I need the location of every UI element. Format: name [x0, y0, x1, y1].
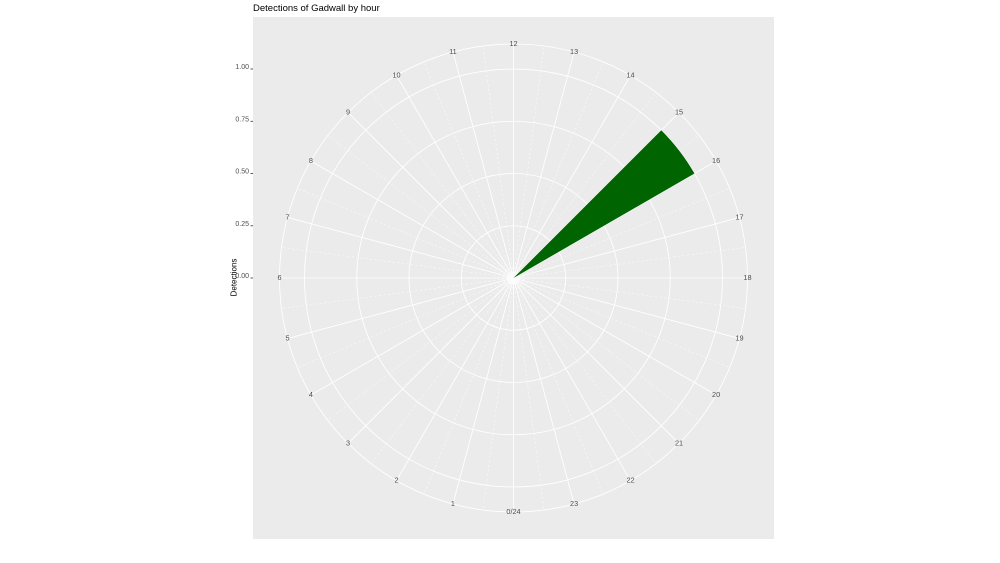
svg-text:10: 10 — [392, 70, 400, 79]
svg-text:2: 2 — [394, 476, 398, 485]
svg-text:12: 12 — [509, 39, 517, 48]
svg-text:23: 23 — [570, 499, 578, 508]
svg-text:22: 22 — [626, 476, 634, 485]
svg-text:0.25: 0.25 — [235, 221, 249, 228]
svg-text:14: 14 — [626, 70, 634, 79]
svg-text:11: 11 — [449, 47, 457, 56]
svg-text:3: 3 — [346, 438, 350, 447]
svg-text:17: 17 — [735, 212, 743, 221]
svg-text:9: 9 — [346, 107, 350, 116]
svg-text:0/24: 0/24 — [506, 507, 520, 516]
svg-text:16: 16 — [712, 156, 720, 165]
svg-text:5: 5 — [285, 334, 289, 343]
svg-text:0.50: 0.50 — [235, 169, 249, 176]
svg-text:19: 19 — [735, 334, 743, 343]
svg-text:7: 7 — [285, 212, 289, 221]
svg-text:21: 21 — [675, 438, 683, 447]
svg-text:1.00: 1.00 — [235, 64, 249, 71]
svg-text:1: 1 — [451, 499, 455, 508]
svg-text:0.75: 0.75 — [235, 116, 249, 123]
svg-text:13: 13 — [570, 47, 578, 56]
svg-text:6: 6 — [277, 273, 281, 282]
svg-text:20: 20 — [712, 390, 720, 399]
svg-text:4: 4 — [309, 390, 313, 399]
svg-text:15: 15 — [675, 107, 683, 116]
svg-text:8: 8 — [309, 156, 313, 165]
svg-text:18: 18 — [743, 273, 751, 282]
